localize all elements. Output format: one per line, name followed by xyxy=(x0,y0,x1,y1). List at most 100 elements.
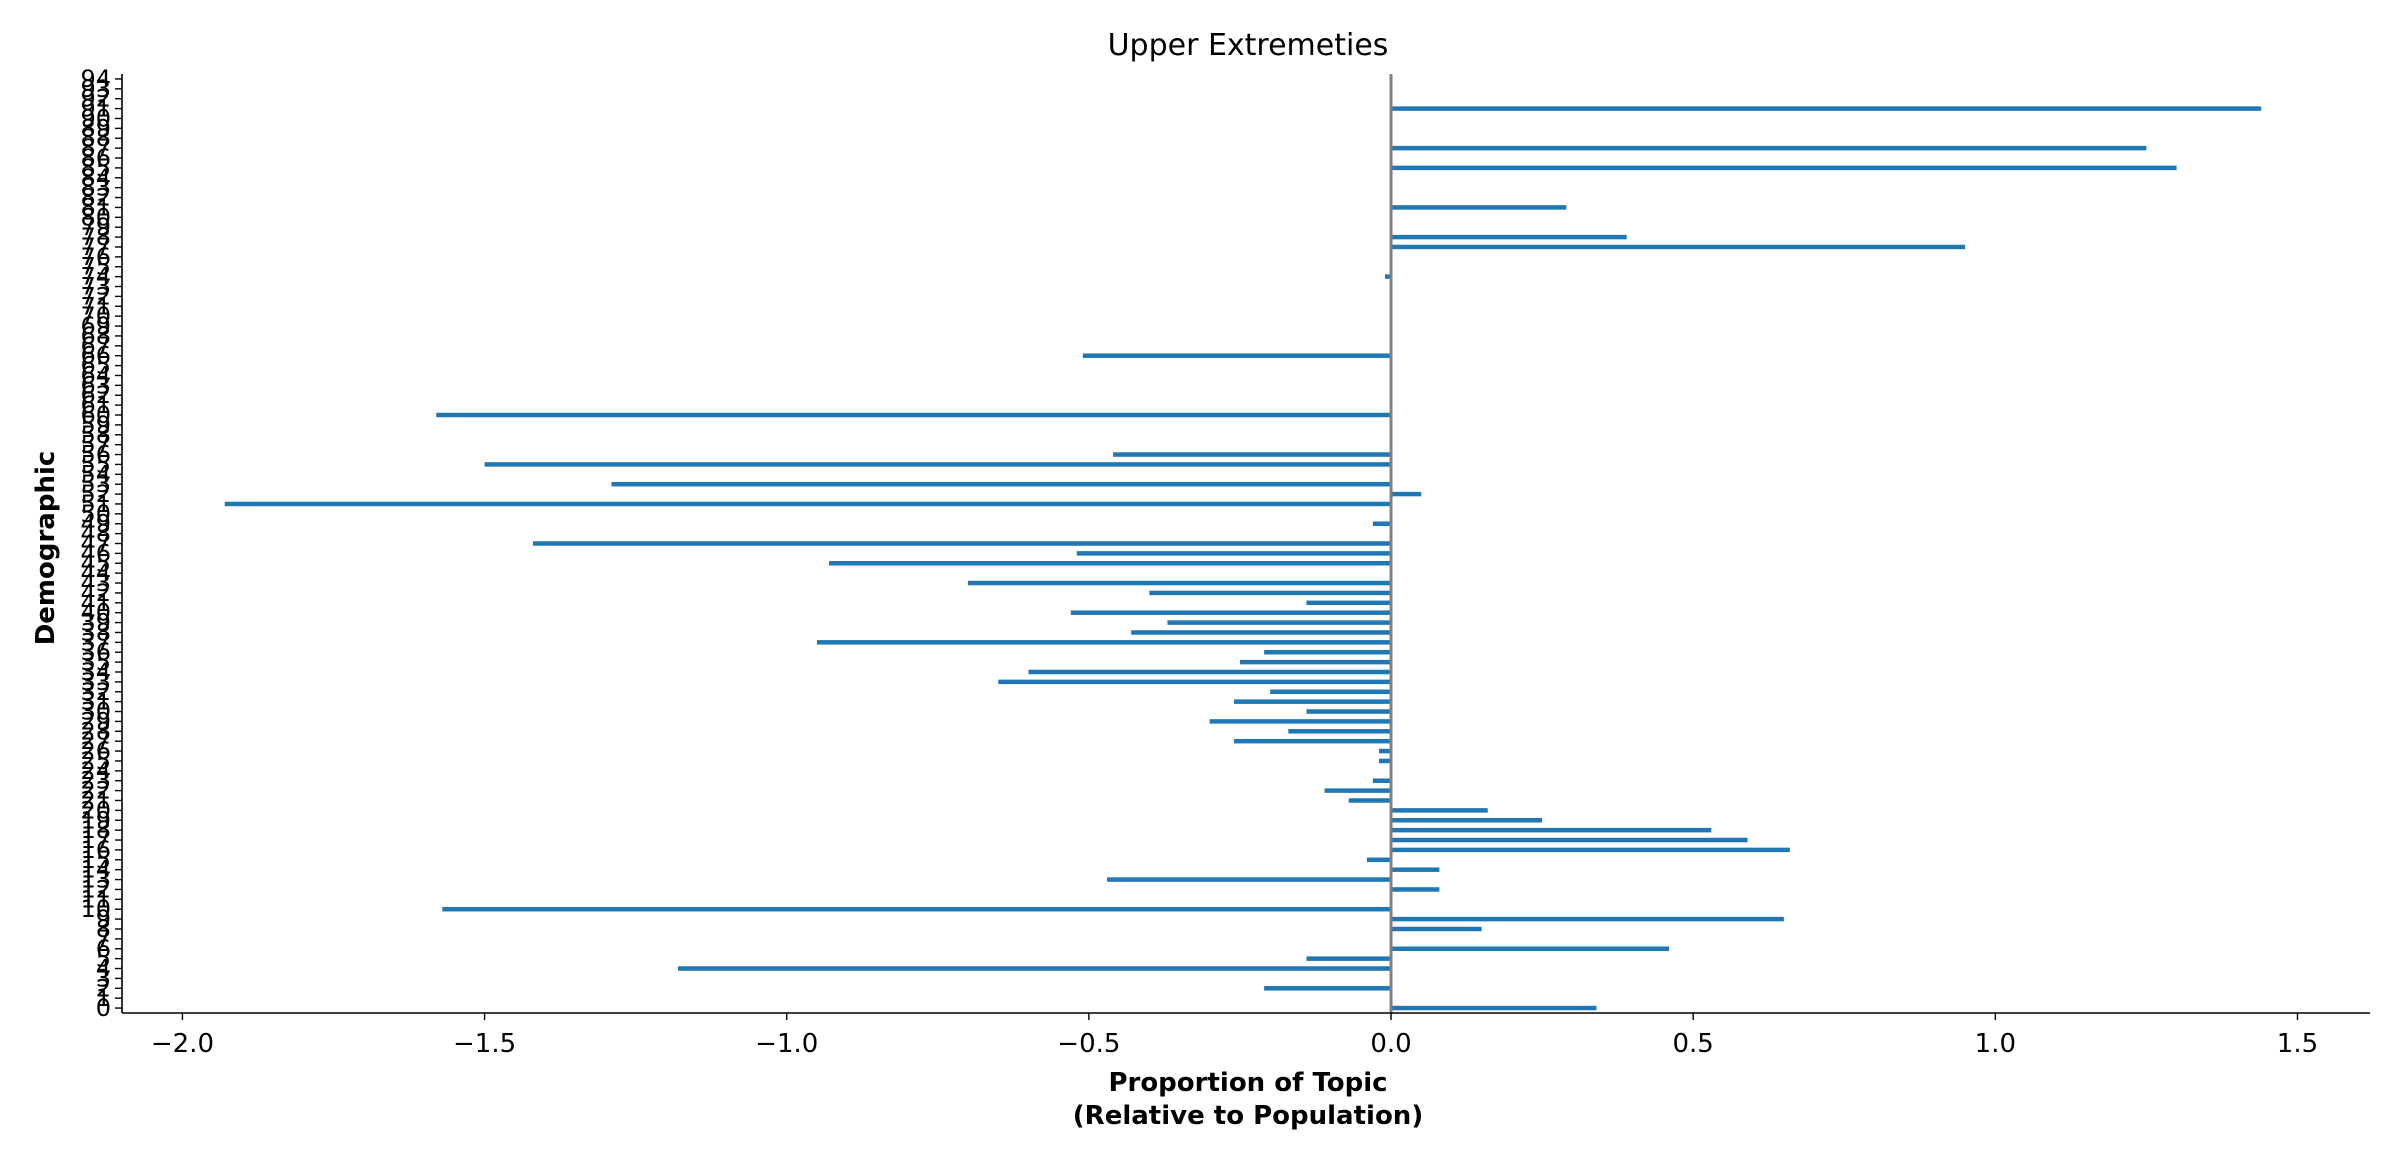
y-tick-label: 25 xyxy=(80,747,111,775)
bar-39 xyxy=(1167,620,1392,625)
y-tick-label: 21 xyxy=(80,786,111,814)
y-tick-label: 57 xyxy=(80,431,111,459)
y-tick-label: 92 xyxy=(80,85,111,113)
y-tick-label: 12 xyxy=(80,875,111,903)
bar-38 xyxy=(1131,630,1392,635)
y-tick-label: 32 xyxy=(80,678,111,706)
y-tick-label: 83 xyxy=(80,174,111,202)
bar-81 xyxy=(1391,205,1567,210)
y-axis: 0123456789101112131415161718192021222324… xyxy=(80,65,123,1022)
y-tick-label: 40 xyxy=(80,599,111,627)
x-axis-label-line2: (Relative to Population) xyxy=(1073,1101,1423,1131)
bar-40 xyxy=(1070,610,1392,615)
y-tick-label: 34 xyxy=(80,658,111,686)
y-tick-label: 58 xyxy=(80,421,111,449)
y-tick-label: 17 xyxy=(80,826,111,854)
bar-2 xyxy=(1264,986,1392,991)
bar-43 xyxy=(968,580,1392,586)
y-tick-label: 42 xyxy=(80,579,111,607)
bar-20 xyxy=(1391,808,1488,813)
bar-87 xyxy=(1391,145,2147,151)
y-tick-label: 10 xyxy=(80,895,111,923)
y-tick-label: 87 xyxy=(80,134,111,162)
bar-10 xyxy=(442,906,1392,912)
y-tick-label: 76 xyxy=(80,243,111,271)
y-tick-label: 54 xyxy=(80,460,111,488)
y-tick-label: 24 xyxy=(80,757,111,785)
y-tick-label: 28 xyxy=(80,717,111,745)
bar-8 xyxy=(1391,926,1482,932)
y-tick-label: 22 xyxy=(80,777,111,805)
y-tick-label: 47 xyxy=(80,530,111,558)
y-tick-label: 31 xyxy=(80,688,111,716)
bar-5 xyxy=(1306,956,1392,961)
bar-27 xyxy=(1233,738,1392,744)
y-tick-label: 82 xyxy=(80,184,111,212)
bar-28 xyxy=(1288,729,1392,734)
y-tick-label: 8 xyxy=(96,915,111,943)
y-tick-label: 36 xyxy=(80,638,111,666)
y-tick-label: 20 xyxy=(80,796,111,824)
y-tick-label: 88 xyxy=(80,124,111,152)
y-tick-label: 48 xyxy=(80,520,111,548)
bar-12 xyxy=(1391,887,1440,892)
bar-78 xyxy=(1391,234,1627,240)
bar-45 xyxy=(829,561,1392,566)
y-tick-label: 59 xyxy=(80,411,111,439)
y-tick-label: 69 xyxy=(80,312,111,340)
bar-17 xyxy=(1391,837,1748,843)
y-tick-label: 79 xyxy=(80,213,111,241)
y-tick-label: 75 xyxy=(80,253,111,281)
bar-19 xyxy=(1391,818,1543,823)
y-tick-label: 5 xyxy=(96,945,111,973)
y-tick-label: 53 xyxy=(80,470,111,498)
x-tick-label: −0.5 xyxy=(1057,1029,1120,1059)
y-tick-label: 16 xyxy=(80,836,111,864)
y-tick-label: 13 xyxy=(80,866,111,894)
x-axis-label-line1: Proportion of Topic xyxy=(1108,1068,1387,1098)
y-axis-label: Demographic xyxy=(31,451,61,646)
bar-55 xyxy=(484,462,1392,467)
y-tick-label: 49 xyxy=(80,510,111,538)
y-tick-label: 15 xyxy=(80,846,111,874)
y-tick-label: 43 xyxy=(80,569,111,597)
x-tick-label: −2.0 xyxy=(151,1029,214,1059)
bar-35 xyxy=(1239,659,1392,665)
y-tick-label: 73 xyxy=(80,273,111,301)
bar-18 xyxy=(1391,827,1712,833)
x-tick-label: −1.5 xyxy=(453,1029,516,1059)
y-tick-label: 93 xyxy=(80,75,111,103)
y-tick-label: 46 xyxy=(80,539,111,567)
y-tick-label: 38 xyxy=(80,618,111,646)
y-tick-label: 68 xyxy=(80,322,111,350)
y-tick-label: 61 xyxy=(80,391,111,419)
bar-56 xyxy=(1113,452,1392,457)
y-tick-label: 1 xyxy=(96,984,111,1012)
y-tick-label: 7 xyxy=(96,925,111,953)
y-tick-label: 55 xyxy=(80,450,111,478)
y-tick-label: 90 xyxy=(80,104,111,132)
y-tick-label: 0 xyxy=(96,994,111,1022)
bar-51 xyxy=(224,501,1392,507)
y-tick-label: 37 xyxy=(80,628,111,656)
bar-25 xyxy=(1378,758,1392,764)
x-axis: −2.0 −1.5 −1.0 −0.5 0.0 0.5 1.0 1.5 xyxy=(122,1012,2370,1059)
x-tick-label: 0.0 xyxy=(1370,1029,1411,1059)
x-tick-label: 1.5 xyxy=(2277,1029,2318,1059)
bar-53 xyxy=(611,481,1392,487)
y-tick-label: 65 xyxy=(80,352,111,380)
y-tick-label: 39 xyxy=(80,609,111,637)
y-tick-label: 77 xyxy=(80,233,111,261)
y-tick-label: 18 xyxy=(80,816,111,844)
bar-22 xyxy=(1324,788,1392,793)
y-tick-label: 66 xyxy=(80,342,111,370)
y-tick-label: 84 xyxy=(80,164,111,192)
y-tick-label: 3 xyxy=(96,964,111,992)
bar-4 xyxy=(677,966,1392,971)
y-tick-label: 4 xyxy=(96,955,111,983)
y-tick-label: 85 xyxy=(80,154,111,182)
bar-34 xyxy=(1028,669,1392,675)
bar-46 xyxy=(1076,551,1392,556)
chart-title: Upper Extremeties xyxy=(1108,28,1389,63)
bar-30 xyxy=(1306,709,1392,714)
